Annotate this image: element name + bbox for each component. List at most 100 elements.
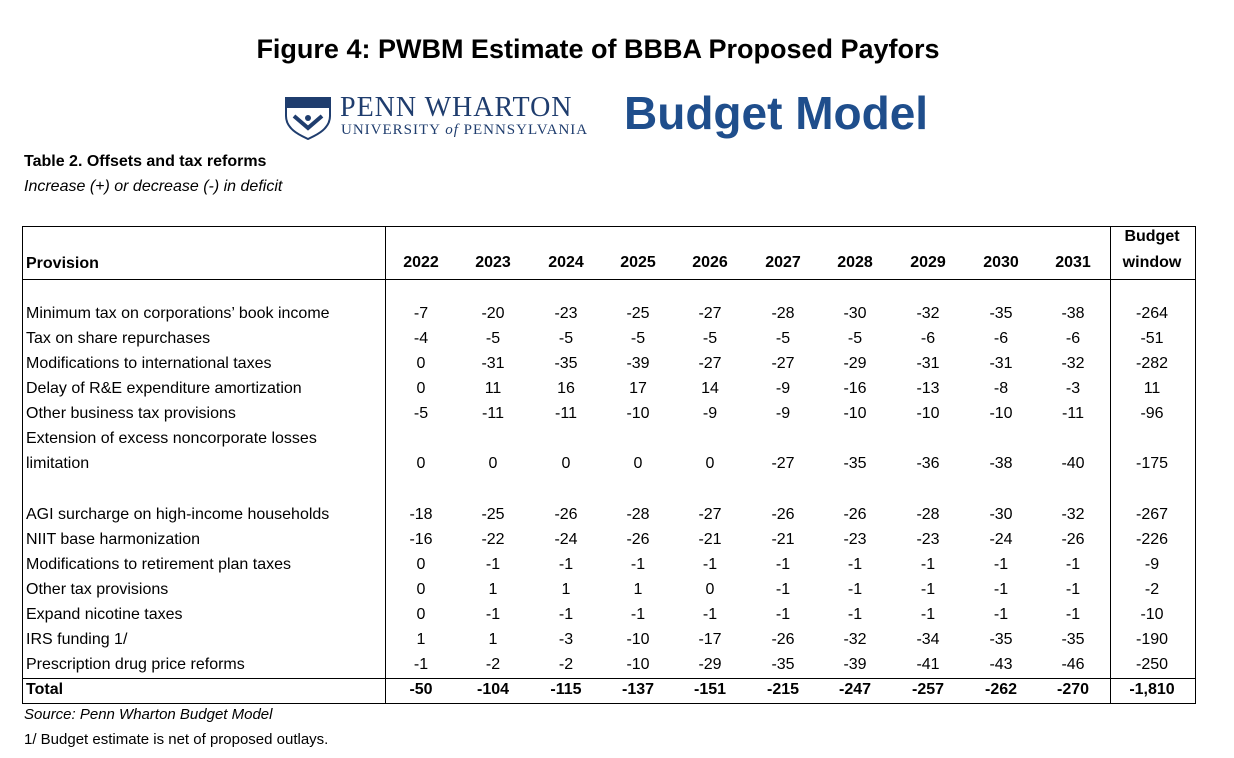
table-cell: -27	[698, 506, 722, 523]
row-label: Extension of excess noncorporate losses …	[26, 430, 317, 472]
row-label: Expand nicotine taxes	[26, 606, 183, 623]
column-header: 2023	[475, 254, 511, 271]
table-cell: -17	[698, 631, 722, 648]
table-cell: -40	[1061, 455, 1085, 472]
table-cell: -35	[554, 355, 578, 372]
table-cell: -28	[626, 506, 650, 523]
row-label: Modifications to international taxes	[26, 355, 272, 372]
table-cell: -39	[843, 656, 867, 673]
column-header: Budget window	[1122, 228, 1182, 271]
total-rule	[23, 678, 1195, 679]
table-cell: -25	[626, 305, 650, 322]
table-cell: -1	[1065, 581, 1081, 598]
table-cell: -2	[1144, 581, 1160, 598]
table	[22, 226, 1196, 704]
footnote: 1/ Budget estimate is net of proposed ou…	[24, 731, 329, 748]
table-cell: -28	[771, 305, 795, 322]
row-label: Minimum tax on corporations’ book income	[26, 305, 330, 322]
table-cell: -35	[989, 631, 1013, 648]
table-cell: -6	[993, 330, 1009, 347]
table-cell: -6	[1065, 330, 1081, 347]
table-cell: -11	[1062, 405, 1084, 422]
table-cell: 1	[561, 581, 571, 598]
table-cell: -23	[554, 305, 578, 322]
table-cell: -1	[993, 581, 1009, 598]
total-cell: -50	[409, 681, 433, 698]
table-cell: 14	[701, 380, 719, 397]
table-cell: -1	[993, 556, 1009, 573]
table-cell: -31	[916, 355, 940, 372]
table-cell: -9	[702, 405, 718, 422]
table-cell: -1	[558, 556, 574, 573]
total-cell: -115	[550, 681, 582, 698]
column-header: 2024	[548, 254, 584, 271]
table-cell: -5	[847, 330, 863, 347]
table-subtitle: Increase (+) or decrease (-) in deficit	[24, 178, 283, 195]
table-cell: -1	[920, 606, 936, 623]
table-cell: -30	[989, 506, 1013, 523]
table-cell: -1	[847, 556, 863, 573]
table-cell: -190	[1135, 631, 1169, 648]
total-cell: -1,810	[1129, 681, 1175, 698]
table-cell: -32	[1061, 506, 1085, 523]
total-cell: -262	[984, 681, 1018, 698]
table-cell: -5	[702, 330, 718, 347]
logo-text: of	[445, 122, 459, 138]
column-header: 2022	[403, 254, 439, 271]
table-cell: -1	[702, 606, 718, 623]
table-cell: -267	[1135, 506, 1169, 523]
total-cell: -104	[476, 681, 510, 698]
table-cell: -13	[916, 380, 940, 397]
table-cell: -23	[916, 531, 940, 548]
table-cell: -43	[989, 656, 1013, 673]
table-cell: -38	[1061, 305, 1085, 322]
table-cell: 0	[416, 581, 426, 598]
table-cell: -26	[554, 506, 578, 523]
table-cell: -27	[771, 455, 795, 472]
table-cell: -27	[771, 355, 795, 372]
table-cell: 1	[416, 631, 426, 648]
table-cell: -30	[843, 305, 867, 322]
table-cell: -5	[630, 330, 646, 347]
table-cell: -2	[558, 656, 574, 673]
table-cell: 0	[416, 455, 426, 472]
table-cell: -27	[698, 305, 722, 322]
figure-title: Figure 4: PWBM Estimate of BBBA Proposed…	[256, 34, 940, 64]
table-cell: -26	[626, 531, 650, 548]
table-cell: -39	[626, 355, 650, 372]
table-cell: -1	[558, 606, 574, 623]
total-cell: -215	[766, 681, 800, 698]
table-cell: -36	[916, 455, 940, 472]
row-label: Prescription drug price reforms	[26, 656, 245, 673]
total-cell: -257	[911, 681, 945, 698]
table-cell: 0	[416, 355, 426, 372]
table-cell: 1	[488, 581, 498, 598]
table-cell: -20	[481, 305, 505, 322]
table-cell: -11	[482, 405, 504, 422]
table-cell: -1	[630, 556, 646, 573]
table-cell: -9	[1144, 556, 1160, 573]
row-label: Modifications to retirement plan taxes	[26, 556, 292, 573]
table-cell: -4	[413, 330, 429, 347]
total-cell: -247	[838, 681, 872, 698]
table-cell: -46	[1061, 656, 1085, 673]
table-cell: 0	[561, 455, 571, 472]
table-cell: -29	[698, 656, 722, 673]
logo-name: PENN WHARTON	[340, 92, 573, 123]
table-cell: -35	[771, 656, 795, 673]
table-cell: -226	[1135, 531, 1169, 548]
table-cell: -175	[1135, 455, 1169, 472]
table-cell: 0	[705, 455, 715, 472]
logo-text: UNIVERSITY	[341, 122, 441, 138]
table-cell: -282	[1135, 355, 1169, 372]
table-cell: -264	[1135, 305, 1169, 322]
table-cell: -21	[771, 531, 795, 548]
table-cell: 0	[416, 556, 426, 573]
table-cell: -31	[989, 355, 1013, 372]
table-cell: -31	[481, 355, 505, 372]
table-cell: -3	[1065, 380, 1081, 397]
table-cell: -35	[843, 455, 867, 472]
table-cell: -5	[485, 330, 501, 347]
table-cell: -29	[843, 355, 867, 372]
